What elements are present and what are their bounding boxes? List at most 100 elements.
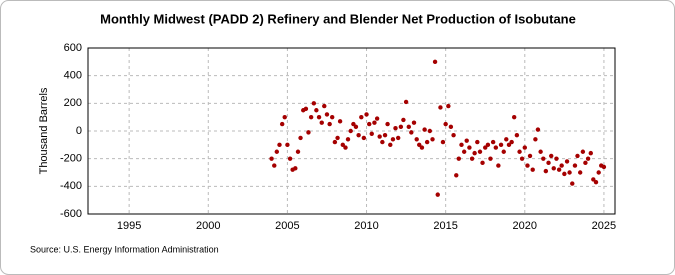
y-tick-label: 600 <box>64 42 82 54</box>
point <box>380 139 385 145</box>
point <box>601 164 607 170</box>
point <box>527 153 533 159</box>
point <box>385 121 390 127</box>
point <box>356 132 361 138</box>
point <box>467 145 472 150</box>
point <box>295 149 301 154</box>
point <box>440 139 446 145</box>
point <box>269 156 274 161</box>
point <box>417 142 422 148</box>
point <box>401 117 406 123</box>
point <box>541 156 546 161</box>
points <box>269 59 607 197</box>
point <box>327 121 332 127</box>
point <box>493 145 499 150</box>
point <box>337 119 343 124</box>
point <box>490 139 496 145</box>
point <box>285 142 290 148</box>
point <box>282 114 287 120</box>
point <box>461 149 467 154</box>
point <box>348 128 353 134</box>
point <box>559 163 564 168</box>
point <box>427 128 433 134</box>
point <box>459 142 464 148</box>
point <box>438 105 443 110</box>
point <box>390 137 396 142</box>
point <box>585 156 591 161</box>
point <box>340 142 345 148</box>
point <box>567 170 572 175</box>
point <box>430 137 435 142</box>
point <box>367 121 372 127</box>
point <box>448 124 454 130</box>
plot-border <box>87 47 616 215</box>
point <box>287 156 293 161</box>
point <box>364 112 369 117</box>
point <box>472 150 477 156</box>
point <box>332 139 338 145</box>
y-tick-label: 0 <box>76 125 82 137</box>
point <box>483 145 488 150</box>
point <box>319 120 324 125</box>
point <box>591 177 596 182</box>
point <box>306 130 311 135</box>
point <box>519 156 525 161</box>
point <box>432 59 438 65</box>
y-tick-label: -200 <box>60 153 82 165</box>
point <box>406 124 411 130</box>
point <box>393 126 398 131</box>
point <box>498 142 504 148</box>
y-tick-label: -600 <box>60 208 82 220</box>
point <box>422 127 427 132</box>
chart-title: Monthly Midwest (PADD 2) Refinery and Bl… <box>100 11 576 26</box>
point <box>398 124 404 130</box>
x-tick-label: 2005 <box>275 220 299 232</box>
point <box>477 149 483 154</box>
point <box>451 132 456 138</box>
point <box>506 142 512 148</box>
source: Source: U.S. Energy Information Administ… <box>30 244 219 254</box>
point <box>353 124 359 130</box>
point <box>443 121 448 127</box>
point <box>329 114 335 120</box>
point <box>554 156 559 161</box>
point <box>274 149 280 154</box>
point <box>424 139 430 145</box>
point <box>501 149 506 154</box>
point <box>575 153 580 159</box>
point <box>314 108 319 113</box>
point <box>303 106 309 112</box>
point <box>517 149 522 154</box>
point <box>411 120 417 125</box>
x-tick-label: 2015 <box>433 220 457 232</box>
point <box>446 103 451 109</box>
point <box>533 137 538 142</box>
point <box>345 137 351 142</box>
point <box>316 114 322 120</box>
point <box>369 131 374 136</box>
point <box>564 159 570 164</box>
y-tick-label: -400 <box>60 180 82 192</box>
point <box>456 156 461 161</box>
y-tick-label: 200 <box>64 97 82 109</box>
point <box>583 160 588 166</box>
point <box>549 153 554 159</box>
point <box>469 156 475 161</box>
point <box>546 160 551 166</box>
point <box>556 167 562 172</box>
point <box>335 135 340 141</box>
point <box>359 114 364 120</box>
point <box>588 150 593 156</box>
point <box>454 173 459 178</box>
point <box>414 137 419 142</box>
point <box>279 121 285 127</box>
point <box>293 166 298 171</box>
point <box>435 192 440 197</box>
x-tick-label: 2020 <box>513 220 537 232</box>
x-tick-label: 2025 <box>592 220 616 232</box>
point <box>535 127 541 132</box>
point <box>530 167 535 172</box>
point <box>538 149 543 154</box>
point <box>361 135 367 141</box>
